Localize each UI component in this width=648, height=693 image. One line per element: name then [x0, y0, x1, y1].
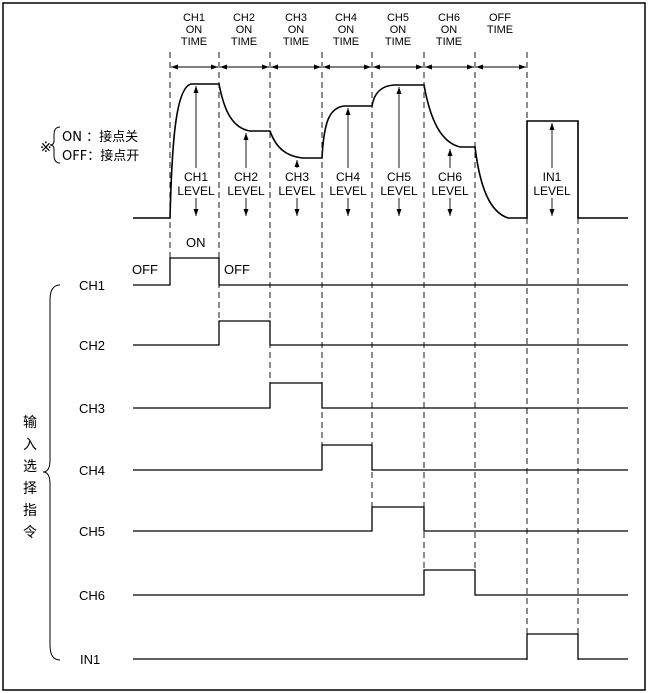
- channel-label-ch6: CH6: [79, 588, 105, 603]
- level-label-line: LEVEL: [533, 184, 571, 198]
- level-label-bg: [179, 168, 569, 198]
- on-time-label-line: ON: [390, 24, 407, 36]
- level-label-line: CH6: [438, 170, 462, 184]
- ch1-off-marker-right: OFF: [224, 262, 250, 277]
- ch2-waveform: [133, 320, 628, 346]
- level-label-line: LEVEL: [329, 184, 367, 198]
- on-time-label-line: TIME: [333, 36, 359, 48]
- ch6-waveform: [133, 569, 628, 596]
- ch1-waveform: [133, 257, 628, 286]
- on-time-label-line: TIME: [487, 24, 513, 36]
- level-label-line: CH4: [336, 170, 360, 184]
- note-brace: [49, 126, 61, 164]
- contact-note: ※ ON ：接点关 OFF：接点开: [40, 126, 139, 164]
- group-label-char: 选: [23, 459, 37, 475]
- level-label-line: LEVEL: [177, 184, 215, 198]
- channel-label-in1: IN1: [80, 652, 100, 667]
- level-label-line: LEVEL: [278, 184, 316, 198]
- group-label-char: 入: [23, 437, 37, 453]
- on-time-label-line: ON: [338, 24, 355, 36]
- level-label-line: IN1: [543, 170, 562, 184]
- on-time-label-line: TIME: [181, 36, 207, 48]
- on-time-label-line: OFF: [489, 12, 511, 24]
- on-time-label-line: CH6: [438, 12, 460, 24]
- on-time-label-line: TIME: [436, 36, 462, 48]
- note-off-line: OFF：接点开: [62, 148, 139, 164]
- on-time-label-line: TIME: [385, 36, 411, 48]
- group-brace: [42, 284, 61, 661]
- guide-lines: [169, 52, 579, 660]
- ch4-waveform: [133, 444, 628, 471]
- on-time-label-line: ON: [186, 24, 203, 36]
- on-time-label-line: CH1: [183, 12, 205, 24]
- on-time-label-line: ON: [288, 24, 305, 36]
- in1-waveform: [133, 633, 628, 660]
- level-arrowheads: [193, 86, 555, 216]
- on-time-label-line: CH3: [285, 12, 307, 24]
- ch1-on-marker: ON: [186, 235, 206, 250]
- group-label-char: 择: [23, 481, 37, 497]
- on-time-label-line: TIME: [283, 36, 309, 48]
- on-time-label-line: CH5: [387, 12, 409, 24]
- group-label-char: 输: [23, 415, 37, 431]
- channel-label-ch2: CH2: [79, 338, 105, 353]
- channel-label-ch1: CH1: [79, 278, 105, 293]
- on-time-label-line: ON: [441, 24, 458, 36]
- level-label-line: LEVEL: [431, 184, 469, 198]
- ch5-waveform: [133, 506, 628, 532]
- on-time-label-line: TIME: [231, 36, 257, 48]
- channel-label-ch5: CH5: [79, 524, 105, 539]
- ch3-waveform: [133, 382, 628, 409]
- level-label-line: CH1: [184, 170, 208, 184]
- on-time-label-line: ON: [236, 24, 253, 36]
- level-label-line: CH2: [234, 170, 258, 184]
- level-label-line: CH5: [387, 170, 411, 184]
- level-label-line: LEVEL: [227, 184, 265, 198]
- channel-label-ch3: CH3: [79, 401, 105, 416]
- channel-waveforms: [133, 257, 628, 660]
- level-label-line: LEVEL: [380, 184, 418, 198]
- note-mark: ※: [40, 140, 52, 156]
- note-on-line: ON ：接点关: [62, 129, 138, 145]
- channel-label-ch4: CH4: [79, 463, 105, 478]
- on-time-labels: CH1ONTIMECH2ONTIMECH3ONTIMECH4ONTIMECH5O…: [181, 12, 513, 48]
- time-arrowheads: [171, 64, 526, 70]
- group-label-char: 令: [23, 525, 37, 541]
- output-waveform: [133, 83, 628, 219]
- on-time-label-line: CH2: [233, 12, 255, 24]
- on-time-label-line: CH4: [335, 12, 357, 24]
- level-labels: CH1LEVELCH2LEVELCH3LEVELCH4LEVELCH5LEVEL…: [177, 170, 571, 198]
- ch1-off-marker-left: OFF: [132, 262, 158, 277]
- group-label-char: 指: [23, 503, 37, 519]
- level-label-line: CH3: [285, 170, 309, 184]
